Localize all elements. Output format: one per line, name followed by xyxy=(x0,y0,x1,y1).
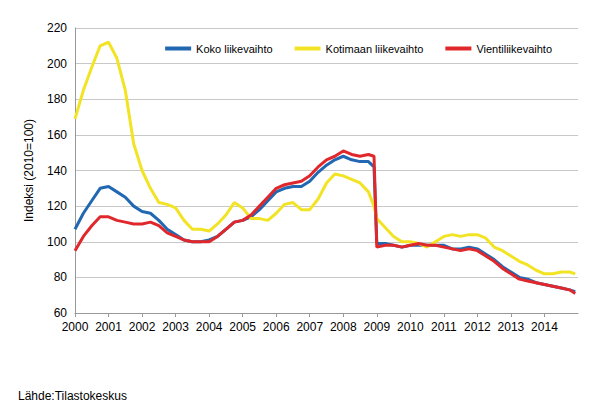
svg-text:2005: 2005 xyxy=(229,320,256,334)
svg-text:2009: 2009 xyxy=(363,320,390,334)
svg-text:120: 120 xyxy=(47,199,67,213)
svg-text:Indeksi (2010=100): Indeksi (2010=100) xyxy=(22,119,36,222)
svg-text:2010: 2010 xyxy=(397,320,424,334)
svg-text:100: 100 xyxy=(47,235,67,249)
svg-text:2000: 2000 xyxy=(62,320,89,334)
svg-text:2014: 2014 xyxy=(531,320,558,334)
svg-text:Vientiliikevaihto: Vientiliikevaihto xyxy=(476,43,552,55)
svg-text:2006: 2006 xyxy=(263,320,290,334)
svg-text:160: 160 xyxy=(47,128,67,142)
svg-text:2007: 2007 xyxy=(296,320,323,334)
svg-text:2002: 2002 xyxy=(129,320,156,334)
svg-text:180: 180 xyxy=(47,92,67,106)
svg-text:2012: 2012 xyxy=(464,320,491,334)
svg-text:2001: 2001 xyxy=(95,320,122,334)
svg-text:2003: 2003 xyxy=(162,320,189,334)
svg-text:60: 60 xyxy=(54,306,68,320)
svg-text:220: 220 xyxy=(47,21,67,35)
svg-text:Kotimaan liikevaihto: Kotimaan liikevaihto xyxy=(326,43,424,55)
svg-text:2013: 2013 xyxy=(498,320,525,334)
svg-text:80: 80 xyxy=(54,270,68,284)
svg-text:2004: 2004 xyxy=(196,320,223,334)
svg-text:Koko liikevaihto: Koko liikevaihto xyxy=(196,43,272,55)
svg-text:140: 140 xyxy=(47,164,67,178)
svg-text:200: 200 xyxy=(47,57,67,71)
svg-text:Lähde:Tilastokeskus: Lähde:Tilastokeskus xyxy=(18,389,127,403)
svg-text:2008: 2008 xyxy=(330,320,357,334)
svg-text:2011: 2011 xyxy=(431,320,457,334)
